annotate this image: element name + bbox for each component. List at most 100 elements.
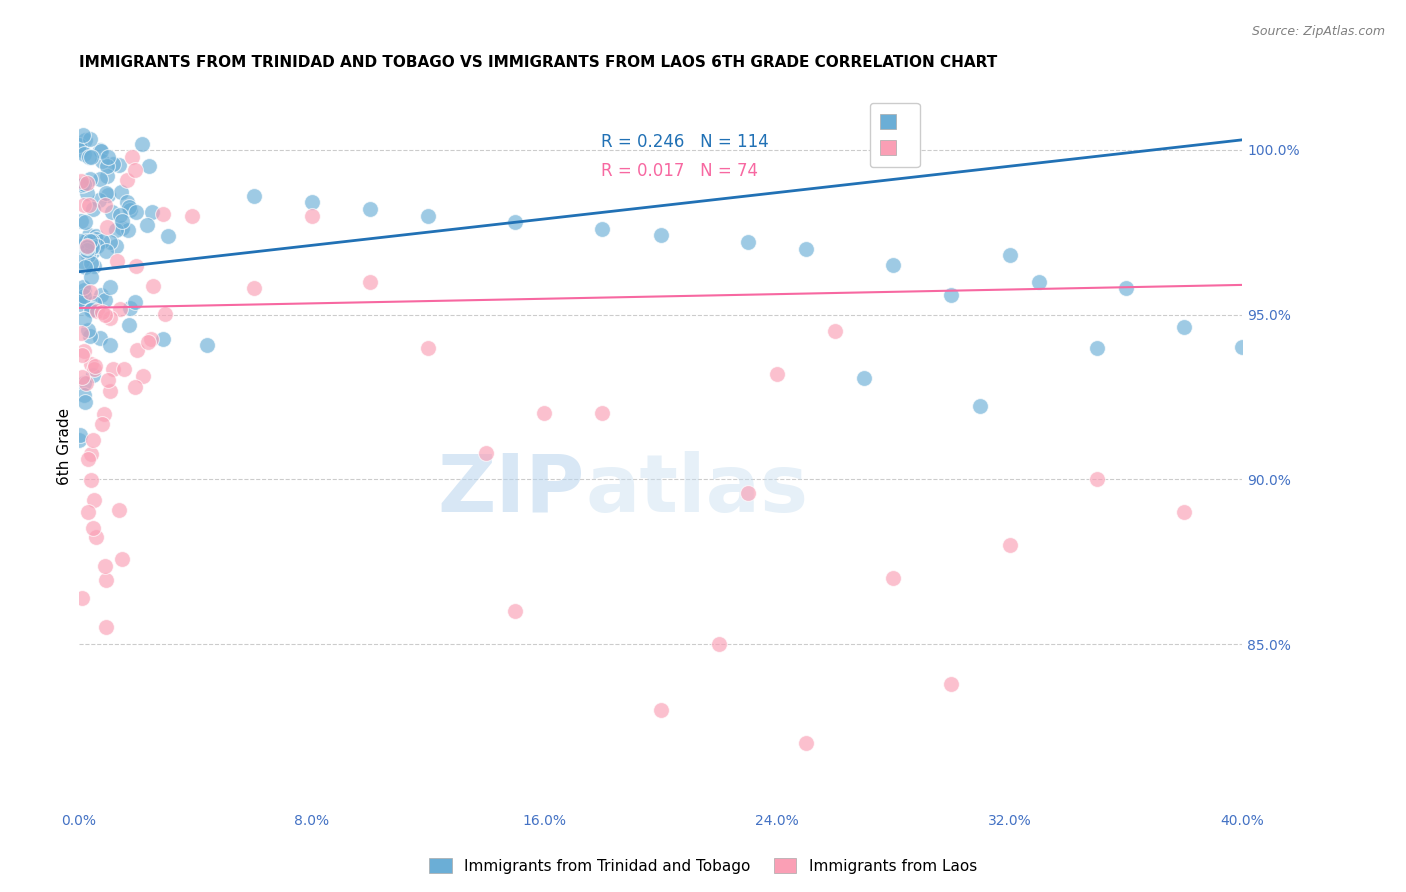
Point bbox=[118, 318, 141, 333]
Point bbox=[70, 591, 93, 606]
Point bbox=[69, 234, 91, 248]
Point bbox=[152, 332, 174, 346]
Point bbox=[124, 204, 146, 219]
Point bbox=[108, 208, 131, 222]
Point bbox=[84, 232, 107, 246]
Point bbox=[853, 371, 876, 385]
Point bbox=[152, 207, 174, 221]
Point bbox=[794, 736, 817, 750]
Point bbox=[104, 223, 127, 237]
Point bbox=[97, 188, 120, 202]
Point bbox=[101, 362, 124, 376]
Point bbox=[242, 189, 264, 203]
Point bbox=[941, 677, 963, 691]
Point bbox=[110, 186, 132, 200]
Point bbox=[650, 703, 672, 717]
Point bbox=[86, 530, 108, 544]
Point bbox=[132, 368, 155, 383]
Point bbox=[86, 239, 108, 253]
Point bbox=[67, 138, 90, 153]
Point bbox=[83, 296, 105, 310]
Point bbox=[80, 256, 103, 270]
Point bbox=[737, 235, 759, 249]
Point bbox=[1173, 505, 1195, 519]
Point bbox=[84, 359, 107, 373]
Point bbox=[91, 417, 114, 431]
Point bbox=[79, 150, 101, 164]
Point bbox=[72, 376, 94, 390]
Point bbox=[96, 220, 118, 235]
Point bbox=[108, 302, 131, 317]
Point bbox=[83, 260, 105, 274]
Point bbox=[115, 173, 138, 187]
Text: atlas: atlas bbox=[585, 451, 808, 529]
Point bbox=[195, 338, 218, 352]
Point bbox=[76, 186, 98, 200]
Point bbox=[90, 144, 112, 158]
Point bbox=[75, 260, 97, 274]
Point bbox=[72, 147, 94, 161]
Point bbox=[794, 242, 817, 256]
Point bbox=[96, 169, 118, 183]
Point bbox=[124, 380, 146, 394]
Point bbox=[181, 209, 204, 223]
Point bbox=[89, 193, 111, 207]
Point bbox=[98, 235, 121, 250]
Point bbox=[73, 198, 96, 212]
Point bbox=[1115, 281, 1137, 295]
Point bbox=[475, 446, 498, 460]
Point bbox=[83, 492, 105, 507]
Point bbox=[90, 287, 112, 301]
Legend: , : , bbox=[870, 103, 920, 168]
Point bbox=[76, 239, 98, 253]
Point bbox=[80, 447, 103, 461]
Point bbox=[155, 307, 177, 321]
Point bbox=[503, 215, 526, 229]
Y-axis label: 6th Grade: 6th Grade bbox=[58, 408, 72, 485]
Point bbox=[105, 239, 128, 253]
Text: Source: ZipAtlas.com: Source: ZipAtlas.com bbox=[1251, 25, 1385, 38]
Point bbox=[1230, 340, 1253, 354]
Point bbox=[941, 287, 963, 301]
Point bbox=[416, 209, 439, 223]
Point bbox=[707, 637, 730, 651]
Point bbox=[96, 373, 118, 387]
Point bbox=[73, 133, 96, 147]
Point bbox=[72, 128, 94, 142]
Point bbox=[73, 344, 96, 359]
Point bbox=[117, 222, 139, 236]
Point bbox=[73, 387, 96, 401]
Point bbox=[157, 229, 180, 244]
Point bbox=[89, 143, 111, 157]
Point bbox=[79, 234, 101, 248]
Point bbox=[1085, 341, 1108, 355]
Point bbox=[79, 172, 101, 186]
Point bbox=[77, 505, 100, 519]
Point bbox=[98, 311, 121, 326]
Point bbox=[93, 407, 115, 421]
Point bbox=[121, 150, 143, 164]
Point bbox=[1028, 275, 1050, 289]
Point bbox=[82, 202, 104, 216]
Point bbox=[82, 434, 104, 448]
Point bbox=[80, 234, 103, 248]
Point bbox=[89, 172, 111, 186]
Point bbox=[94, 293, 117, 308]
Point bbox=[79, 285, 101, 299]
Point bbox=[94, 198, 117, 212]
Point bbox=[650, 228, 672, 243]
Point bbox=[101, 157, 124, 171]
Point bbox=[82, 368, 104, 382]
Point bbox=[503, 604, 526, 618]
Point bbox=[73, 289, 96, 303]
Point bbox=[125, 343, 148, 357]
Point bbox=[80, 270, 103, 285]
Point bbox=[118, 301, 141, 315]
Point bbox=[998, 538, 1021, 552]
Point bbox=[124, 162, 146, 177]
Point bbox=[592, 222, 614, 236]
Point bbox=[82, 301, 104, 316]
Point bbox=[80, 358, 103, 372]
Point bbox=[73, 311, 96, 326]
Point bbox=[108, 503, 131, 517]
